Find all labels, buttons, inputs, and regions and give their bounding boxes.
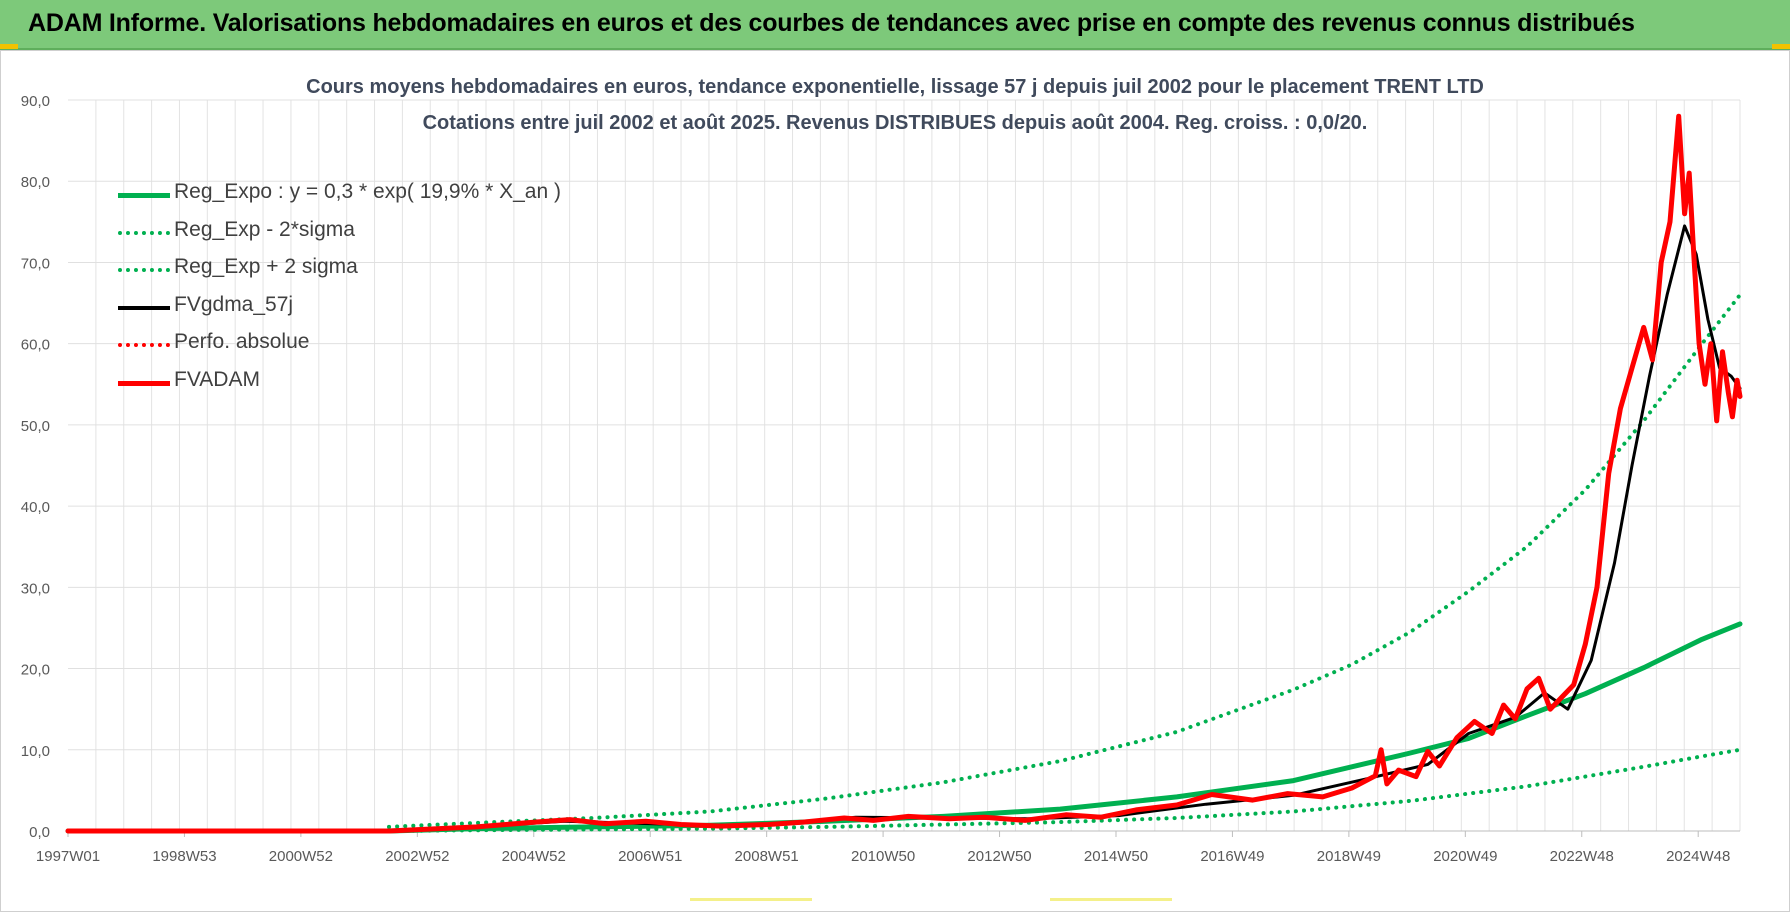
series-line-reg_exp	[387, 747, 1742, 833]
y-tick-label: 20,0	[21, 662, 50, 679]
y-tick-label: 50,0	[21, 418, 50, 435]
y-tick-label: 80,0	[21, 174, 50, 191]
legend-swatch	[118, 380, 170, 386]
legend-label: FVADAM	[174, 367, 260, 391]
series-layer	[65, 113, 1743, 834]
legend-label: FVgdma_57j	[174, 292, 294, 316]
x-tick-label: 2008W51	[735, 848, 799, 865]
x-tick-label: 2018W49	[1317, 848, 1381, 865]
y-tick-label: 40,0	[21, 499, 50, 516]
series-line-reg_expo	[65, 621, 1743, 834]
report-title: ADAM Informe. Valorisations hebdomadaire…	[28, 9, 1635, 37]
legend-label: Reg_Exp - 2*sigma	[174, 217, 355, 241]
bottom-highlight-right	[1050, 898, 1172, 901]
legend-swatch	[118, 305, 170, 310]
report-banner: ADAM Informe. Valorisations hebdomadaire…	[0, 0, 1790, 50]
bottom-highlight-left	[690, 898, 812, 901]
series-line-reg_exp	[387, 292, 1742, 829]
x-tick-label: 2010W50	[851, 848, 915, 865]
y-tick-label: 30,0	[21, 580, 50, 597]
axis-layer: 0,0 10,0 20,0 30,0 40,0 50,0 60,0 70,0 80,0 90,0 1…	[21, 93, 1731, 865]
legend-label: Reg_Expo : y = 0,3 * exp( 19,9% * X_an )	[174, 180, 561, 203]
x-tick-label: 2014W50	[1084, 848, 1148, 865]
legend-label: Perfo. absolue	[174, 330, 310, 353]
x-tick-label: 2020W49	[1433, 848, 1497, 865]
chart-area	[0, 50, 1790, 912]
x-tick-label: 2000W52	[269, 848, 333, 865]
legend-swatch	[118, 268, 170, 272]
y-tick-label: 10,0	[21, 743, 50, 760]
corner-mark-right	[1772, 44, 1790, 49]
chart-subtitle: Cotations entre juil 2002 et août 2025. …	[422, 112, 1368, 134]
x-tick-label: 2024W48	[1666, 848, 1730, 865]
x-tick-label: 2016W49	[1200, 848, 1264, 865]
chart-title: Cours moyens hebdomadaires en euros, ten…	[306, 76, 1484, 98]
x-tick-label: 1997W01	[36, 848, 100, 865]
legend-swatch	[118, 230, 170, 235]
x-tick-label: 2002W52	[385, 848, 449, 865]
x-tick-label: 1998W53	[152, 848, 216, 865]
y-tick-label: 60,0	[21, 337, 50, 354]
grid-layer	[68, 99, 1741, 832]
legend-swatch	[118, 343, 170, 347]
x-tick-label: 2022W48	[1550, 848, 1614, 865]
legend-label: Reg_Exp + 2 sigma	[174, 255, 358, 278]
legend-swatch	[118, 193, 170, 198]
y-tick-label: 0,0	[29, 824, 50, 841]
x-tick-label: 2012W50	[967, 848, 1031, 865]
corner-mark-left	[0, 44, 18, 49]
series-line-fvadam	[65, 113, 1743, 834]
y-tick-label: 90,0	[21, 93, 50, 110]
x-tick-label: 2006W51	[618, 848, 682, 865]
y-tick-label: 70,0	[21, 255, 50, 272]
x-tick-label: 2004W52	[502, 848, 566, 865]
